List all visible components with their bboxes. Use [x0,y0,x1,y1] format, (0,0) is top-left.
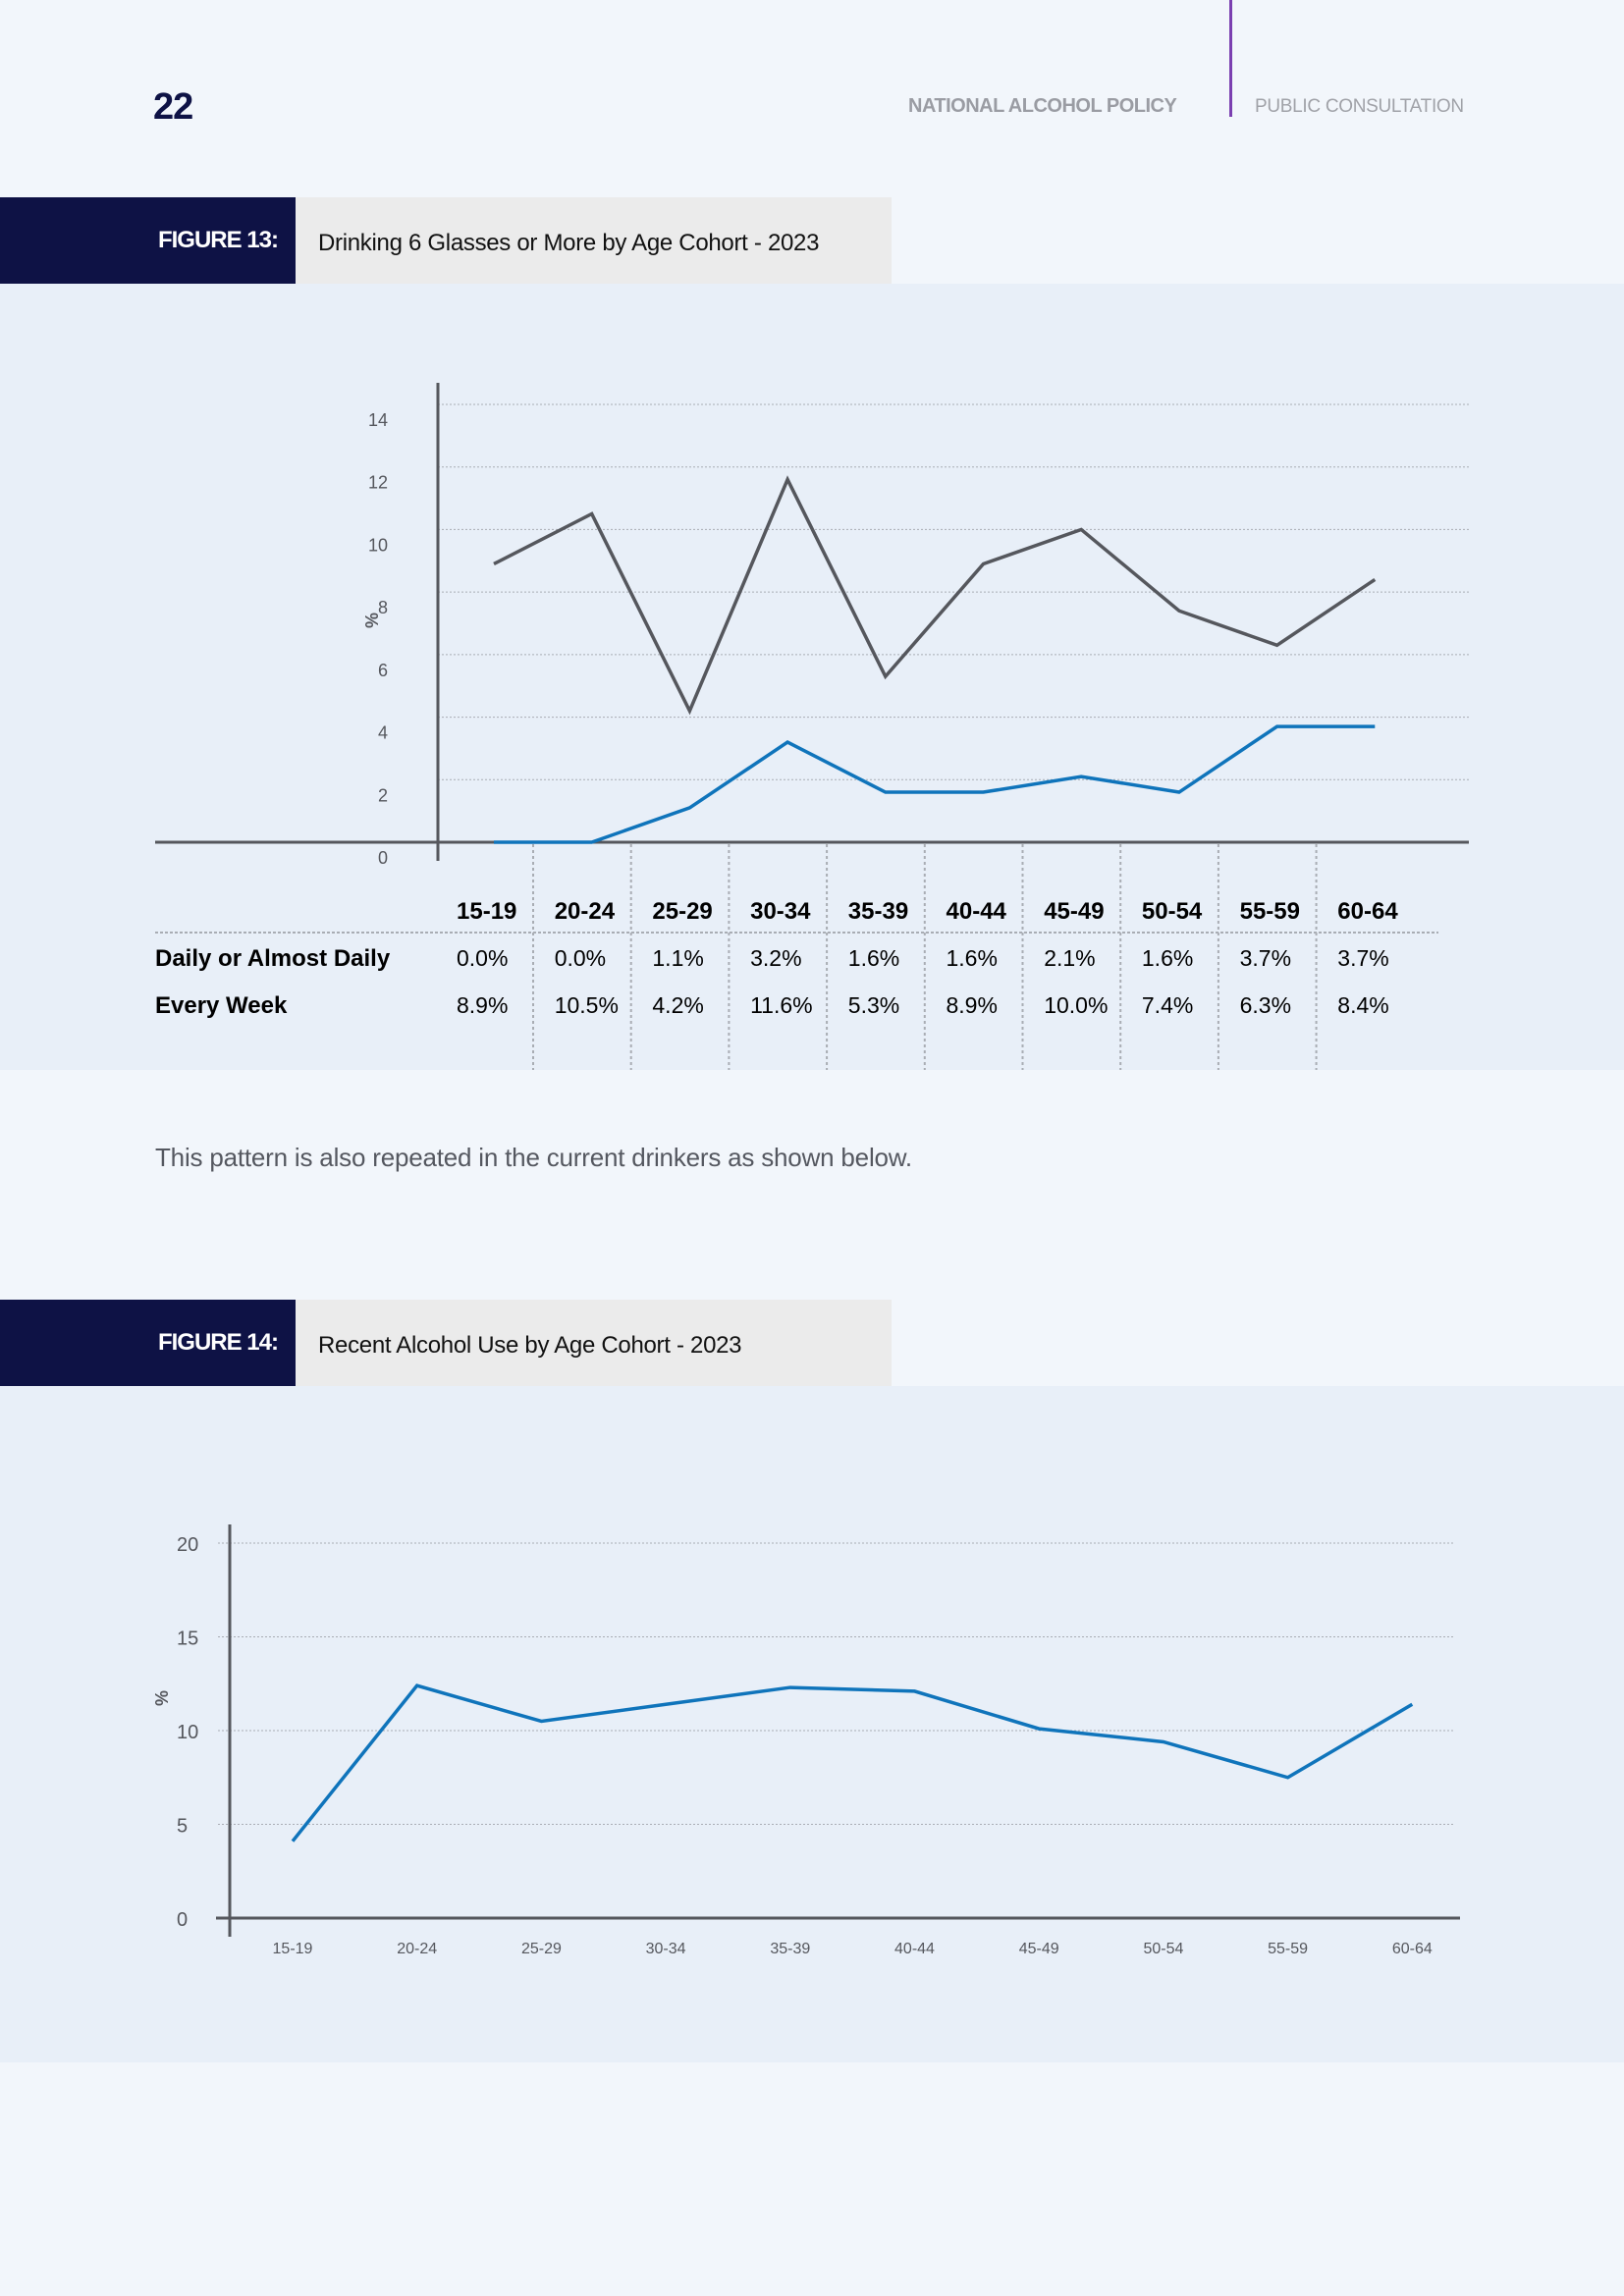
figure-14-title: Recent Alcohol Use by Age Cohort - 2023 [318,1332,742,1359]
y-tick-label: 0 [378,848,388,868]
table-column-header: 40-44 [947,898,1007,925]
y-tick-label: 4 [378,723,388,743]
document-title: NATIONAL ALCOHOL POLICY [908,95,1177,117]
page-number: 22 [153,86,193,128]
x-tick-label: 25-29 [521,1941,562,1957]
y-tick-label: 0 [177,1909,188,1931]
y-tick-label: 10 [368,535,388,555]
y-tick-label: 12 [368,473,388,493]
table-row-label-daily: Daily or Almost Daily [155,945,391,972]
table-column-header: 35-39 [848,898,908,925]
table-column-header: 60-64 [1337,898,1398,925]
y-axis-label: % [151,1690,171,1706]
table-cell: 7.4% [1142,992,1193,1018]
y-axis-label: % [361,613,381,628]
table-cell: 11.6% [750,992,813,1018]
x-tick-label: 35-39 [770,1941,810,1957]
table-row-label-weekly: Every Week [155,992,288,1019]
figure-14-header: FIGURE 14: Recent Alcohol Use by Age Coh… [0,1300,892,1386]
figure-13-title-box: Drinking 6 Glasses or More by Age Cohort… [296,197,892,284]
table-cell: 3.7% [1240,945,1291,971]
table-cell: 0.0% [457,945,508,971]
figure-14-label: FIGURE 14: [157,1329,279,1356]
series-line-recent-alcohol-use [291,1683,1414,1842]
x-tick-label: 45-49 [1019,1941,1059,1957]
y-tick-label: 20 [177,1534,198,1556]
y-tick-label: 15 [177,1629,198,1650]
table-cell: 1.6% [947,945,998,971]
x-tick-label: 40-44 [894,1941,935,1957]
figure-14-label-box: FIGURE 14: [0,1300,296,1386]
y-tick-label: 8 [378,598,388,617]
table-cell: 3.7% [1337,945,1388,971]
figure-13-title: Drinking 6 Glasses or More by Age Cohort… [318,230,820,256]
x-tick-label: 60-64 [1392,1941,1433,1957]
table-cell: 1.1% [652,945,703,971]
x-tick-label: 50-54 [1143,1941,1183,1957]
y-tick-label: 6 [378,661,388,680]
table-cell: 4.2% [652,992,703,1018]
table-cell: 2.1% [1044,945,1095,971]
table-column-header: 30-34 [750,898,811,925]
table-column-header: 25-29 [652,898,712,925]
y-tick-label: 10 [177,1722,198,1743]
table-cell: 1.6% [1142,945,1193,971]
table-cell: 10.5% [555,992,619,1018]
table-cell: 8.9% [947,992,998,1018]
table-cell: 6.3% [1240,992,1291,1018]
series-line-every-week [493,475,1377,716]
figure-14-chart: 0 5 10 15 20% 15-19 20-24 25-29 30-34 35-39 40-44 4… [151,1524,1460,1957]
document-subtitle: PUBLIC CONSULTATION [1255,96,1464,117]
figure-13-panel: 0 2 4 6 8 10 12 14% 15-19 20-24 25-29 30-34 35-39 40-… [0,284,1624,1070]
x-tick-label: 15-19 [273,1941,313,1957]
table-cell: 1.6% [848,945,899,971]
table-column-header: 45-49 [1044,898,1104,925]
x-tick-label: 30-34 [646,1941,686,1957]
header-divider [1229,0,1232,117]
figure-14-panel: 0 5 10 15 20% 15-19 20-24 25-29 30-34 35-39 40-44 4… [0,1386,1624,2062]
y-tick-label: 2 [378,785,388,805]
figure-13-header: FIGURE 13: Drinking 6 Glasses or More by… [0,197,892,284]
figure-13-label-box: FIGURE 13: [0,197,296,284]
table-column-header: 50-54 [1142,898,1203,925]
table-cell: 10.0% [1044,992,1108,1018]
table-column-header: 20-24 [555,898,616,925]
y-tick-label: 5 [177,1816,188,1838]
table-cell: 0.0% [555,945,606,971]
figure-13-label: FIGURE 13: [157,227,279,253]
body-paragraph: This pattern is also repeated in the cur… [155,1143,912,1172]
table-cell: 8.4% [1337,992,1388,1018]
series-line-daily-or-almost-daily [494,724,1376,844]
table-cell: 3.2% [750,945,801,971]
x-tick-label: 55-59 [1268,1941,1308,1957]
table-cell: 8.9% [457,992,508,1018]
table-cell: 5.3% [848,992,899,1018]
table-column-header: 55-59 [1240,898,1300,925]
x-tick-label: 20-24 [397,1941,437,1957]
figure-13-chart: 0 2 4 6 8 10 12 14% 15-19 20-24 25-29 30-34 35-39 40-… [155,383,1469,1070]
table-column-header: 15-19 [457,898,516,925]
y-tick-label: 14 [368,410,388,430]
figure-14-title-box: Recent Alcohol Use by Age Cohort - 2023 [296,1300,892,1386]
